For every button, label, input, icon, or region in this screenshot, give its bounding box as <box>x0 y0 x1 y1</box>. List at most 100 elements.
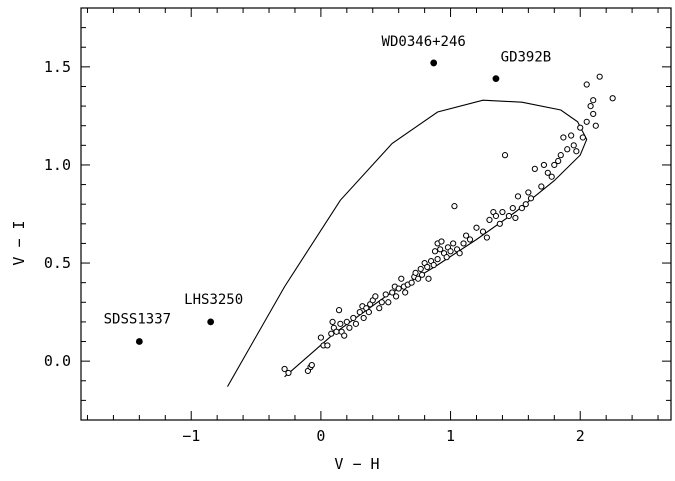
open-point <box>590 97 597 104</box>
open-point <box>463 232 470 239</box>
open-point <box>356 308 363 316</box>
y-tick-label: 1.0 <box>44 156 71 174</box>
open-point <box>551 161 558 169</box>
open-point <box>492 212 500 220</box>
open-points-group <box>281 73 616 377</box>
open-point <box>398 275 405 282</box>
open-point <box>451 203 458 210</box>
point-label: SDSS1337 <box>104 312 171 328</box>
open-point <box>518 205 525 212</box>
x-tick-label: 0 <box>316 427 325 445</box>
open-point <box>479 228 487 235</box>
open-point <box>335 307 343 314</box>
open-point <box>555 157 562 165</box>
open-point <box>499 208 506 216</box>
open-point <box>509 205 516 212</box>
open-point <box>564 146 571 153</box>
open-point <box>525 189 532 196</box>
open-point <box>573 148 580 155</box>
y-axis-label: V − I <box>10 220 28 265</box>
open-point <box>328 330 335 337</box>
open-point <box>350 314 357 322</box>
open-point <box>609 95 616 102</box>
open-point <box>583 118 590 125</box>
open-point <box>527 195 535 202</box>
filled-point <box>492 75 500 83</box>
x-tick-label: 1 <box>446 427 455 445</box>
open-point <box>418 271 426 278</box>
open-point <box>437 246 444 253</box>
open-point <box>568 132 575 139</box>
open-point <box>378 299 385 306</box>
open-point <box>376 305 383 312</box>
open-point <box>412 269 419 276</box>
open-point <box>402 289 409 296</box>
open-point <box>389 289 396 296</box>
open-point <box>460 240 467 247</box>
open-point <box>438 238 445 245</box>
open-point <box>505 212 513 220</box>
open-point <box>395 285 402 292</box>
open-point <box>496 220 503 227</box>
open-point <box>281 365 288 373</box>
tick-marks <box>81 8 671 420</box>
y-tick-label: 0.5 <box>44 254 71 272</box>
open-point <box>577 124 584 131</box>
open-point <box>466 236 474 243</box>
open-point <box>596 73 603 80</box>
open-point <box>360 314 367 322</box>
open-point <box>365 308 372 316</box>
point-label: GD392B <box>501 50 552 66</box>
open-point <box>557 152 564 159</box>
open-point <box>430 261 437 269</box>
open-point <box>590 110 597 118</box>
filled-points-group: SDSS1337 LHS3250 WD0346+246 GD392B <box>104 34 552 345</box>
open-point <box>514 193 522 200</box>
model-curve <box>227 99 588 387</box>
open-point <box>346 324 353 331</box>
point-label: LHS3250 <box>184 292 243 308</box>
plot-frame <box>80 7 672 421</box>
open-point <box>538 183 545 190</box>
open-point <box>415 275 422 282</box>
y-tick-label: 1.5 <box>44 58 71 76</box>
open-point <box>443 254 450 261</box>
open-point <box>424 263 431 271</box>
open-point <box>434 256 441 263</box>
open-point <box>372 293 379 300</box>
open-point <box>486 216 493 223</box>
open-point <box>308 361 315 369</box>
y-tick-label: 0.0 <box>44 352 71 370</box>
open-point <box>317 334 324 341</box>
open-point <box>392 293 400 300</box>
point-label: WD0346+246 <box>382 34 466 50</box>
open-point <box>382 291 389 298</box>
open-point <box>343 318 350 326</box>
tick-labels: −1 0 1 2 0.0 0.5 1.0 1.5 <box>44 58 585 445</box>
open-point <box>587 102 594 110</box>
open-point <box>431 248 439 255</box>
x-axis-label: V − H <box>334 455 379 473</box>
open-point <box>522 201 529 208</box>
open-point <box>570 142 577 149</box>
open-point <box>579 134 586 141</box>
x-tick-label: −1 <box>182 427 200 445</box>
open-point <box>540 161 548 169</box>
open-point <box>333 328 340 335</box>
open-point <box>285 369 292 377</box>
open-point <box>352 320 360 327</box>
open-point <box>425 275 432 282</box>
open-point <box>501 152 509 159</box>
open-point <box>329 318 336 326</box>
open-point <box>560 134 567 141</box>
open-point <box>456 250 463 257</box>
open-point <box>512 214 519 222</box>
open-point <box>385 299 392 306</box>
x-tick-label: 2 <box>576 427 585 445</box>
open-point <box>548 173 555 180</box>
open-point <box>337 320 344 327</box>
open-point <box>483 234 490 241</box>
open-point <box>583 81 590 88</box>
